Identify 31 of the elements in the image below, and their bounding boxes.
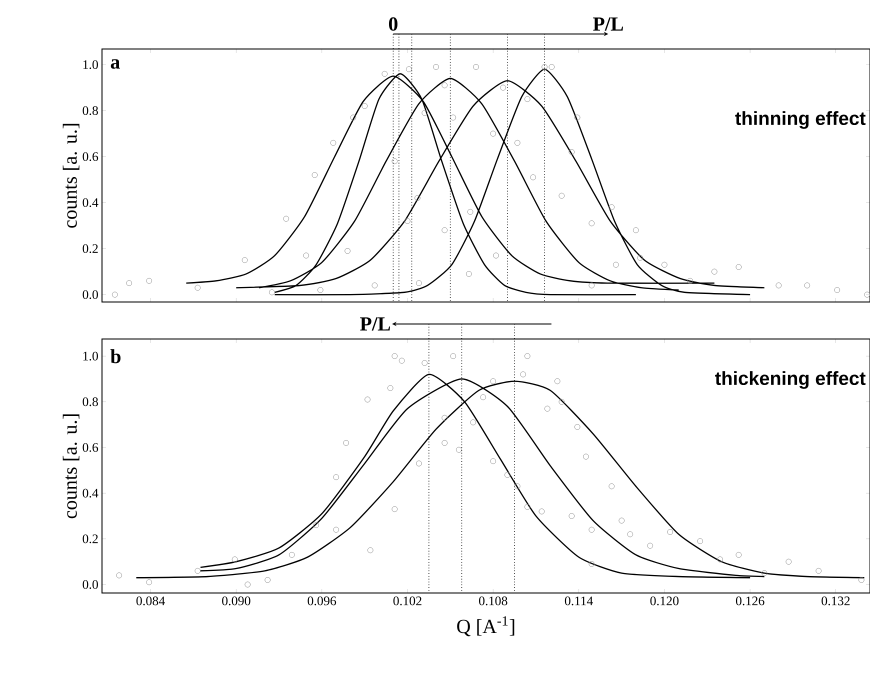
annotation: a [110,59,120,69]
y-tick-label: 0.4 [82,198,98,208]
x-tick-label: 0.090 [222,596,250,606]
x-tick-label: 0.102 [393,596,422,606]
y-tick-label: 0.6 [82,152,98,162]
x-tick-label: 0.096 [308,596,336,606]
y-tick-label: 0.0 [82,580,98,589]
annotation: b [110,349,121,364]
x-tick-label: 0.132 [822,596,850,606]
y-tick-label: 0.6 [82,443,98,452]
y-axis-title: counts [a. u.] [62,124,80,228]
y-tick-label: 1.0 [83,352,98,361]
y-tick-label: 0.8 [82,106,98,116]
text: P/L [593,17,623,31]
x-tick-label: 0.114 [564,596,593,606]
x-tick-label: 0.084 [136,596,165,606]
y-tick-label: 0.0 [82,290,98,300]
y-tick-label: 0.2 [82,244,98,254]
y-axis-title: counts [a. u.] [62,414,80,518]
x-tick-label: 0.126 [736,596,764,606]
y-tick-label: 1.0 [83,60,98,70]
annotation: thickening effect [715,371,866,389]
y-tick-label: 0.2 [82,534,98,544]
text: 0 [388,17,398,31]
x-tick-label: 0.108 [479,596,508,606]
y-tick-label: 0.4 [82,488,98,498]
annotation: thinning effect [735,111,866,129]
y-tick-label: 0.8 [82,397,98,406]
x-tick-label: 0.120 [650,596,679,606]
x-axis-title: Q [A$^{-1}$] [457,616,514,636]
text: P/L [360,317,390,331]
